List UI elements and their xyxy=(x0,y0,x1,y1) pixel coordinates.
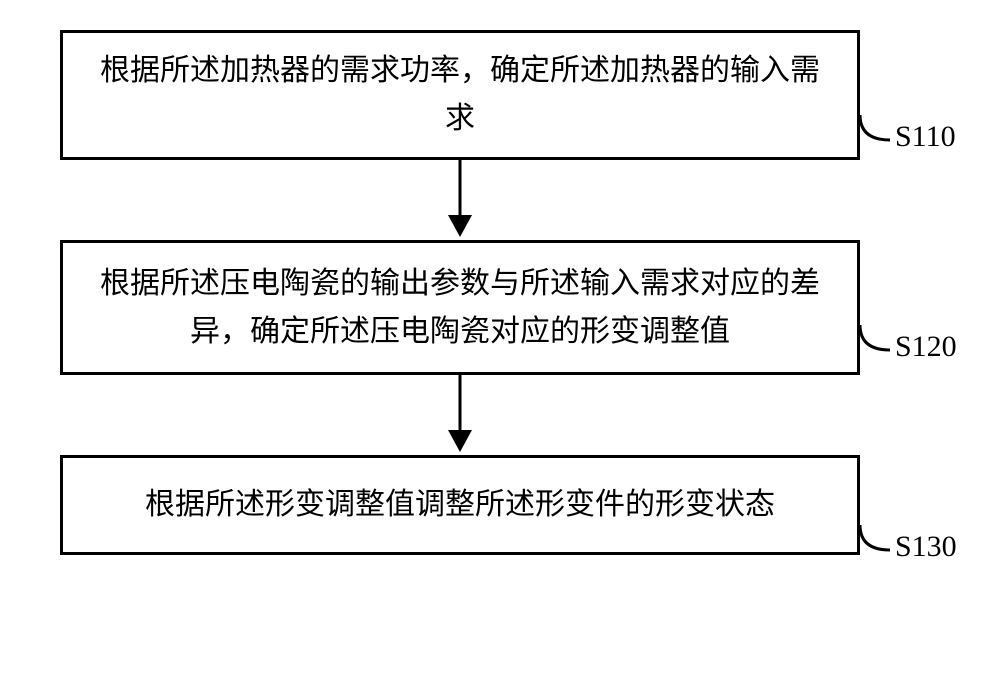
arrow-head-2 xyxy=(448,430,472,452)
flowchart-container: 根据所述加热器的需求功率，确定所述加热器的输入需求 根据所述压电陶瓷的输出参数与… xyxy=(60,30,940,555)
arrow-head-1 xyxy=(448,215,472,237)
arrow-line-2 xyxy=(459,375,462,435)
connector-2-3 xyxy=(60,375,860,455)
step-text-2: 根据所述压电陶瓷的输出参数与所述输入需求对应的差异，确定所述压电陶瓷对应的形变调… xyxy=(93,260,827,356)
step-label-2: S120 xyxy=(895,330,957,364)
connector-1-2 xyxy=(60,160,860,240)
step-box-2: 根据所述压电陶瓷的输出参数与所述输入需求对应的差异，确定所述压电陶瓷对应的形变调… xyxy=(60,240,860,375)
step-box-3: 根据所述形变调整值调整所述形变件的形变状态 xyxy=(60,455,860,555)
arrow-line-1 xyxy=(459,160,462,220)
step-text-1: 根据所述加热器的需求功率，确定所述加热器的输入需求 xyxy=(93,47,827,143)
step-text-3: 根据所述形变调整值调整所述形变件的形变状态 xyxy=(145,481,775,529)
step-label-3: S130 xyxy=(895,530,957,564)
step-box-1: 根据所述加热器的需求功率，确定所述加热器的输入需求 xyxy=(60,30,860,160)
step-label-1: S110 xyxy=(895,120,956,154)
